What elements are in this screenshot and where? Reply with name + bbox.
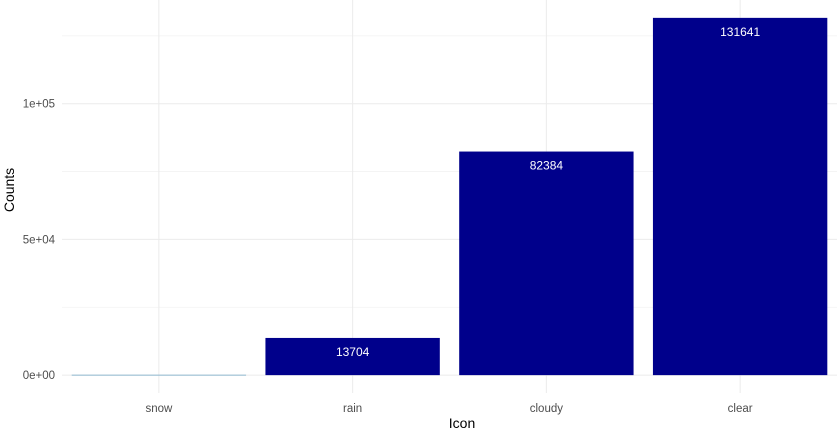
bars: [71, 17, 828, 376]
y-tick-label: 0e+00: [23, 370, 55, 382]
y-axis-ticks: 0e+00 5e+04 1e+05: [23, 99, 56, 382]
data-labels: 13704 82384 131641: [336, 25, 761, 359]
x-tick-label: cloudy: [530, 403, 563, 415]
x-axis-title: Icon: [449, 415, 475, 429]
x-tick-label: snow: [145, 403, 173, 415]
y-tick-label: 5e+04: [23, 234, 56, 246]
y-axis-title: Counts: [1, 168, 17, 212]
x-tick-label: rain: [343, 403, 362, 415]
bar-clear: [652, 17, 828, 376]
x-axis-ticks: snow rain cloudy clear: [145, 403, 752, 415]
data-label-cloudy: 82384: [530, 159, 564, 173]
y-tick-label: 1e+05: [23, 99, 55, 111]
data-label-rain: 13704: [336, 345, 370, 359]
bar-snow: [71, 374, 247, 376]
bar-cloudy: [459, 151, 634, 376]
data-label-clear: 131641: [720, 25, 760, 39]
x-tick-label: clear: [728, 403, 753, 415]
bar-rain: [265, 337, 440, 376]
